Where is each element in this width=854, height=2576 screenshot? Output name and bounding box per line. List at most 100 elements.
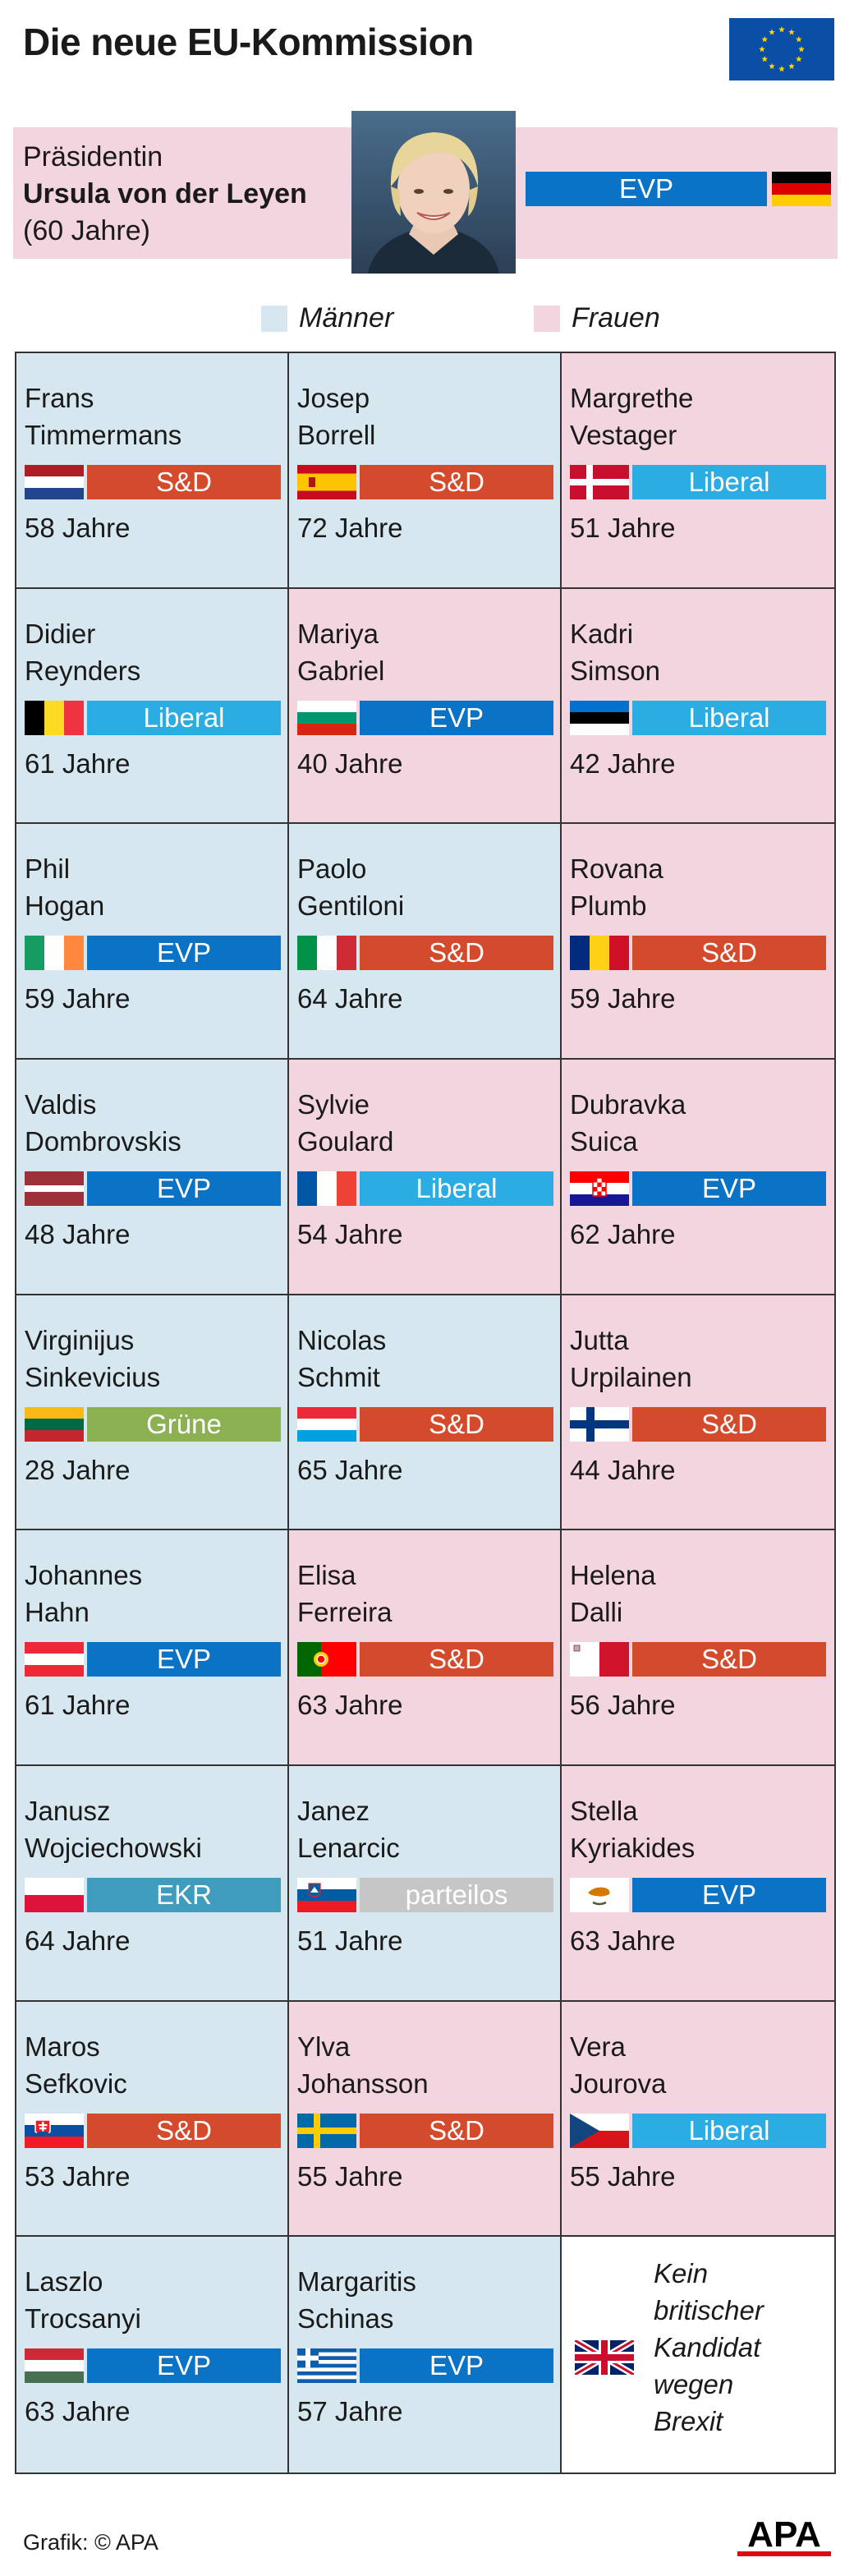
commissioner-last-name: Timmermans (25, 420, 182, 450)
commissioner-name: Johannes Hahn (25, 1557, 142, 1631)
commissioner-first-name: Phil (25, 853, 71, 885)
commissioner-last-name: Gentiloni (297, 890, 405, 922)
party-badge: S&D (360, 465, 553, 499)
commissioner-first-name: Mariya (297, 618, 379, 649)
commissioner-first-name: Vera (570, 2031, 626, 2062)
party-badge: S&D (360, 1406, 553, 1442)
commissioner-last-name: Wojciechowski (25, 1832, 202, 1863)
commissioner-name: Kadri Simson (570, 615, 660, 689)
commissioner-first-name: Kadri (570, 618, 634, 649)
commissioner-last-name: Dalli (570, 1597, 623, 1628)
commissioner-age: 61 Jahre (25, 1690, 131, 1721)
party-badge: EVP (632, 1171, 826, 1206)
commissioner-name: Josep Borrell (297, 380, 375, 453)
commissioner-age: 55 Jahre (570, 2160, 676, 2192)
commissioner-age: 44 Jahre (570, 1454, 676, 1485)
commissioner-first-name: Margrethe (570, 383, 694, 413)
netherlands-flag-icon (25, 465, 84, 499)
commissioner-name: Phil Hogan (25, 850, 104, 924)
commissioner-card: Jutta Urpilainen S&D 44 Jahre (562, 1295, 834, 1531)
president-party-badge: EVP (526, 172, 767, 206)
commissioner-first-name: Stella (570, 1795, 638, 1826)
commissioner-last-name: Kyriakides (570, 1832, 696, 1863)
commissioner-name: Paolo Gentiloni (297, 850, 404, 924)
commissioner-first-name: Janez (297, 1795, 370, 1826)
eu-star-icon (778, 26, 785, 33)
president-age: (60 Jahre) (23, 215, 150, 246)
legend-women-swatch (534, 306, 560, 332)
commissioner-last-name: Schinas (297, 2303, 394, 2334)
bulgaria-flag-icon (297, 700, 356, 735)
commissioner-age: 57 Jahre (297, 2396, 403, 2427)
uk-note-card: Kein britischer Kandidat wegen Brexit (562, 2237, 834, 2472)
eu-star-icon (759, 46, 765, 53)
commissioner-age: 28 Jahre (25, 1454, 131, 1485)
commissioner-first-name: Nicolas (297, 1324, 387, 1355)
commissioner-first-name: Josep (297, 383, 370, 413)
commissioner-name: Ylva Johansson (297, 2028, 429, 2102)
legend-men: Männer (261, 302, 393, 334)
party-badge: EVP (87, 1642, 281, 1677)
president-text: Präsidentin Ursula von der Leyen (60 Jah… (23, 139, 307, 250)
romania-flag-icon (570, 936, 629, 971)
commissioner-age: 65 Jahre (297, 1454, 403, 1485)
eu-star-icon (769, 62, 775, 70)
eu-star-icon (795, 36, 802, 43)
commissioner-age: 59 Jahre (25, 983, 131, 1014)
greece-flag-icon (297, 2348, 356, 2384)
commissioner-card: Stella Kyriakides EVP 63 Jahre (562, 1765, 834, 2002)
uk-note-line: wegen (654, 2369, 734, 2400)
finland-flag-icon (570, 1406, 629, 1442)
legend-women-label: Frauen (572, 302, 660, 334)
uk-note-line: Brexit (654, 2406, 723, 2437)
croatia-flag-icon (570, 1171, 629, 1206)
commissioner-name: Stella Kyriakides (570, 1792, 695, 1866)
party-badge: Liberal (87, 700, 281, 735)
president-portrait-image (351, 111, 516, 274)
ireland-flag-icon (25, 936, 84, 971)
commissioner-card: Maros Sefkovic S&D 53 Jahre (16, 2001, 289, 2238)
commissioner-name: Dubravka Suica (570, 1086, 686, 1160)
eu-star-icon (761, 56, 769, 62)
commissioner-last-name: Simson (570, 655, 661, 686)
commissioner-card: Rovana Plumb S&D 59 Jahre (562, 824, 834, 1060)
france-flag-icon (297, 1171, 356, 1206)
party-badge: EVP (87, 1171, 281, 1206)
commissioner-name: Helena Dalli (570, 1557, 656, 1631)
commissioner-card: Frans Timmermans S&D 58 Jahre (16, 353, 289, 589)
czechia-flag-icon (570, 2113, 629, 2148)
poland-flag-icon (25, 1877, 84, 1912)
commissioner-name: Janusz Wojciechowski (25, 1792, 202, 1866)
commissioner-age: 61 Jahre (25, 748, 131, 779)
party-badge: S&D (87, 465, 281, 499)
commissioner-name: Virginijus Sinkevicius (25, 1322, 160, 1396)
commissioner-card: Janusz Wojciechowski EKR 64 Jahre (16, 1765, 289, 2002)
eu-star-icon (761, 36, 769, 43)
party-badge: S&D (360, 2113, 553, 2148)
party-badge: Liberal (360, 1171, 553, 1206)
commissioner-last-name: Reynders (25, 655, 141, 686)
commissioner-age: 56 Jahre (570, 1690, 676, 1721)
party-badge: Liberal (632, 700, 826, 735)
commissioner-card: Johannes Hahn EVP 61 Jahre (16, 1530, 289, 1766)
party-badge: Grüne (87, 1406, 281, 1442)
commissioner-card: Laszlo Trocsanyi EVP 63 Jahre (16, 2237, 289, 2472)
commissioner-name: Vera Jourova (570, 2028, 666, 2102)
commissioner-first-name: Johannes (25, 1560, 143, 1591)
eu-star-icon (769, 29, 775, 35)
united-kingdom-flag-icon (575, 2340, 634, 2376)
party-badge: S&D (632, 936, 826, 971)
eu-star-icon (788, 29, 795, 35)
uk-note-text: Kein britischer Kandidat wegen Brexit (654, 2255, 764, 2440)
commissioner-first-name: Dubravka (570, 1088, 686, 1120)
germany-flag-icon (772, 172, 831, 206)
commissioner-first-name: Rovana (570, 853, 663, 885)
commissioner-last-name: Trocsanyi (25, 2303, 141, 2334)
party-badge: EVP (87, 2348, 281, 2384)
commissioner-card: Elisa Ferreira S&D 63 Jahre (289, 1530, 562, 1766)
uk-note-line: britischer (654, 2295, 764, 2326)
commissioner-name: Margaritis Schinas (297, 2263, 416, 2337)
party-badge: S&D (360, 936, 553, 971)
slovakia-flag-icon (25, 2113, 84, 2148)
commissioner-last-name: Lenarcic (297, 1832, 400, 1863)
